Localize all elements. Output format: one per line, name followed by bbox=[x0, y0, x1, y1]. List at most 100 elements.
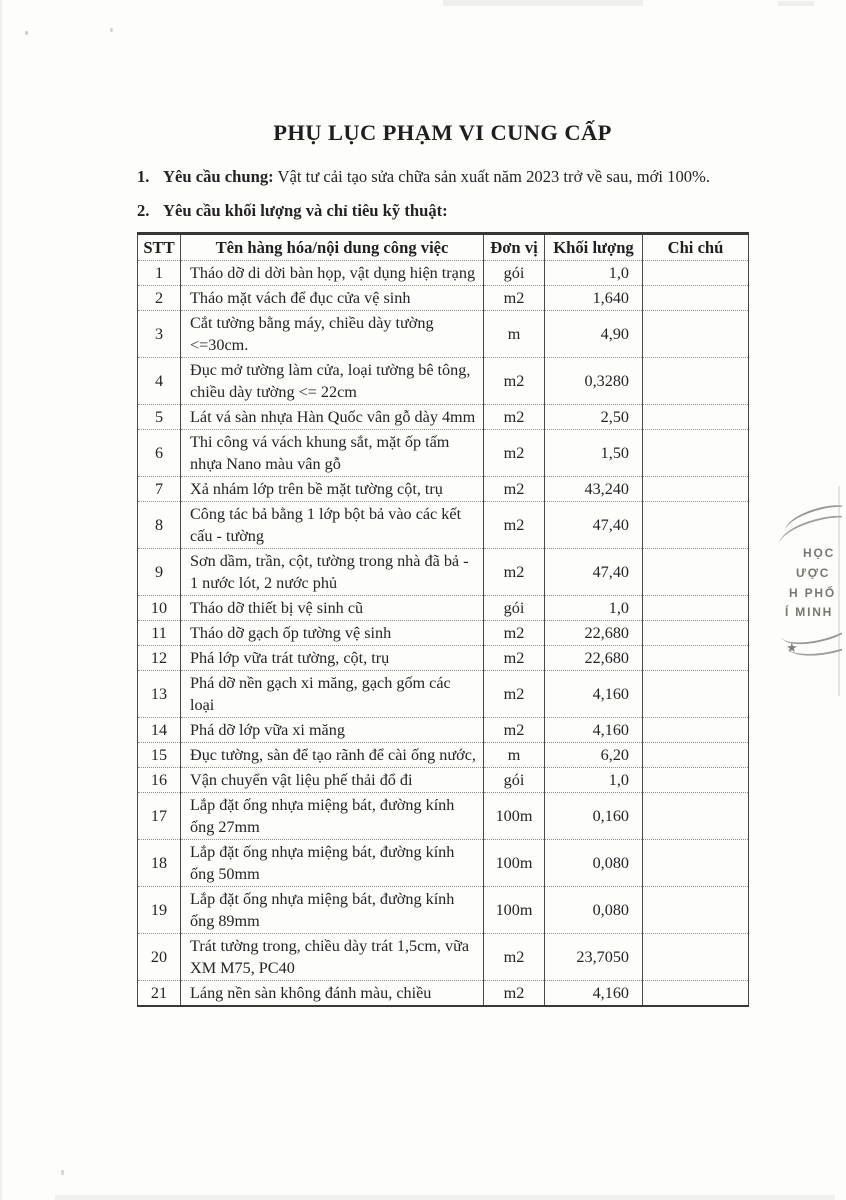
table-row: 9 Sơn dầm, trần, cột, tường trong nhà đã … bbox=[137, 548, 749, 596]
cell-unit: m2 bbox=[483, 404, 545, 430]
item-text: Yêu cầu chung: Vật tư cải tạo sửa chữa s… bbox=[163, 166, 710, 188]
scan-artifact bbox=[55, 1195, 835, 1200]
cell-unit: m2 bbox=[483, 357, 545, 405]
cell-name: Vận chuyển vật liệu phế thải đổ đi bbox=[180, 767, 484, 793]
scan-artifact bbox=[778, 1, 814, 6]
cell-unit: m2 bbox=[483, 670, 545, 718]
cell-stt: 6 bbox=[137, 429, 181, 477]
cell-name: Lát vá sàn nhựa Hàn Quốc vân gỗ dày 4mm bbox=[180, 404, 484, 430]
cell-qty: 22,680 bbox=[544, 620, 643, 646]
cell-qty: 1,50 bbox=[544, 429, 643, 477]
header-unit: Đơn vị bbox=[483, 233, 545, 261]
cell-unit: 100m bbox=[483, 839, 545, 887]
cell-unit: 100m bbox=[483, 792, 545, 840]
table-row: 18 Lắp đặt ống nhựa miệng bát, đường kính… bbox=[137, 839, 749, 887]
cell-qty: 2,50 bbox=[544, 404, 643, 430]
cell-note bbox=[642, 357, 749, 405]
cell-qty: 0,3280 bbox=[544, 357, 643, 405]
stamp-text-line: Í MINH bbox=[785, 605, 834, 619]
item-body: Vật tư cải tạo sửa chữa sản xuất năm 202… bbox=[273, 167, 711, 186]
cell-stt: 7 bbox=[137, 476, 181, 502]
supply-scope-table: STT Tên hàng hóa/nội dung công việc Đơn … bbox=[137, 232, 749, 1007]
cell-unit: 100m bbox=[483, 886, 545, 934]
cell-stt: 1 bbox=[137, 260, 181, 286]
cell-stt: 2 bbox=[137, 285, 181, 311]
cell-unit: m bbox=[483, 310, 545, 358]
table-row: 10 Tháo dỡ thiết bị vệ sinh cũ gói 1,0 bbox=[137, 595, 749, 621]
cell-stt: 14 bbox=[137, 717, 181, 743]
cell-name: Trát tường trong, chiều dày trát 1,5cm, … bbox=[180, 933, 484, 981]
cell-name: Đục mở tường làm cửa, loại tường bê tông… bbox=[180, 357, 484, 405]
cell-stt: 9 bbox=[137, 548, 181, 596]
cell-unit: m2 bbox=[483, 980, 545, 1006]
cell-name: Phá dỡ lớp vữa xi măng bbox=[180, 717, 484, 743]
cell-qty: 22,680 bbox=[544, 645, 643, 671]
cell-stt: 15 bbox=[137, 742, 181, 768]
table-row: 21 Láng nền sàn không đánh màu, chiều m2 4,… bbox=[137, 980, 749, 1006]
cell-stt: 5 bbox=[137, 404, 181, 430]
table-row: 14 Phá dỡ lớp vữa xi măng m2 4,160 bbox=[137, 717, 749, 743]
cell-qty: 47,40 bbox=[544, 501, 643, 549]
cell-unit: gói bbox=[483, 767, 545, 793]
cell-stt: 8 bbox=[137, 501, 181, 549]
cell-note bbox=[642, 404, 749, 430]
cell-note bbox=[642, 260, 749, 286]
table-row: 11 Tháo dỡ gạch ốp tường vệ sinh m2 22,680 bbox=[137, 620, 749, 646]
scan-artifact bbox=[443, 0, 643, 6]
cell-stt: 17 bbox=[137, 792, 181, 840]
stamp-arc bbox=[781, 498, 842, 546]
cell-stt: 3 bbox=[137, 310, 181, 358]
item-number: 1. bbox=[137, 167, 150, 186]
cell-note bbox=[642, 670, 749, 718]
cell-note bbox=[642, 476, 749, 502]
cell-stt: 20 bbox=[137, 933, 181, 981]
star-icon: ★ bbox=[786, 640, 798, 655]
table-row: 1 Tháo dỡ di dời bàn họp, vật dụng hiện t… bbox=[137, 260, 749, 286]
item-number: 2. bbox=[137, 201, 150, 220]
cell-note bbox=[642, 742, 749, 768]
table-row: 20 Trát tường trong, chiều dày trát 1,5cm… bbox=[137, 933, 749, 981]
cell-unit: gói bbox=[483, 260, 545, 286]
cell-name: Láng nền sàn không đánh màu, chiều bbox=[180, 980, 484, 1006]
scan-artifact bbox=[110, 28, 113, 32]
cell-note bbox=[642, 839, 749, 887]
cell-name: Tháo dỡ gạch ốp tường vệ sinh bbox=[180, 620, 484, 646]
stamp-text-line: ƯỢC bbox=[796, 566, 831, 580]
page-title: PHỤ LỤC PHẠM VI CUNG CẤP bbox=[273, 120, 612, 145]
cell-note bbox=[642, 717, 749, 743]
cell-stt: 19 bbox=[137, 886, 181, 934]
cell-stt: 16 bbox=[137, 767, 181, 793]
cell-note bbox=[642, 645, 749, 671]
cell-stt: 10 bbox=[137, 595, 181, 621]
cell-name: Đục tường, sàn để tạo rãnh để cài ống nư… bbox=[180, 742, 484, 768]
header-name: Tên hàng hóa/nội dung công việc bbox=[180, 233, 484, 261]
cell-note bbox=[642, 548, 749, 596]
cell-qty: 0,080 bbox=[544, 839, 643, 887]
cell-note bbox=[642, 792, 749, 840]
table-row: 3 Cắt tường bằng máy, chiều dày tường <=3… bbox=[137, 310, 749, 358]
cell-unit: gói bbox=[483, 595, 545, 621]
cell-unit: m2 bbox=[483, 717, 545, 743]
cell-unit: m2 bbox=[483, 501, 545, 549]
cell-name: Xả nhám lớp trên bề mặt tường cột, trụ bbox=[180, 476, 484, 502]
scan-artifact bbox=[61, 1170, 64, 1175]
cell-note bbox=[642, 620, 749, 646]
stamp-partial: HỌC ƯỢC H PHỐ Í MINH ★ bbox=[760, 496, 842, 678]
cell-qty: 1,640 bbox=[544, 285, 643, 311]
table-row: 17 Lắp đặt ống nhựa miệng bát, đường kính… bbox=[137, 792, 749, 840]
item-text: Yêu cầu khối lượng và chỉ tiêu kỹ thuật: bbox=[163, 200, 448, 222]
table-row: 7 Xả nhám lớp trên bề mặt tường cột, trụ m… bbox=[137, 476, 749, 502]
cell-stt: 11 bbox=[137, 620, 181, 646]
cell-name: Tháo dỡ thiết bị vệ sinh cũ bbox=[180, 595, 484, 621]
cell-note bbox=[642, 285, 749, 311]
cell-unit: m2 bbox=[483, 476, 545, 502]
cell-qty: 47,40 bbox=[544, 548, 643, 596]
cell-name: Công tác bả bằng 1 lớp bột bả vào các kế… bbox=[180, 501, 484, 549]
cell-qty: 4,160 bbox=[544, 980, 643, 1006]
table-row: 8 Công tác bả bằng 1 lớp bột bả vào các k… bbox=[137, 501, 749, 549]
cell-unit: m2 bbox=[483, 620, 545, 646]
item-label: Yêu cầu khối lượng và chỉ tiêu kỹ thuật: bbox=[163, 201, 448, 220]
cell-note bbox=[642, 501, 749, 549]
stamp-arc bbox=[775, 508, 842, 560]
cell-qty: 23,7050 bbox=[544, 933, 643, 981]
